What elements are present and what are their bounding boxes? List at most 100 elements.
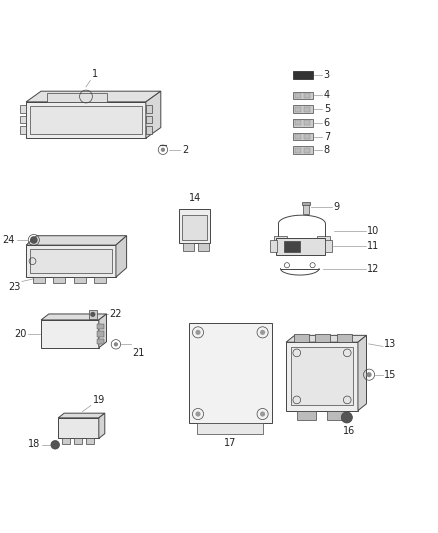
FancyBboxPatch shape	[85, 439, 94, 445]
FancyBboxPatch shape	[276, 238, 325, 255]
FancyBboxPatch shape	[184, 243, 194, 251]
Text: 7: 7	[324, 132, 330, 141]
FancyBboxPatch shape	[30, 106, 141, 134]
FancyBboxPatch shape	[97, 339, 104, 344]
Polygon shape	[26, 91, 161, 102]
FancyBboxPatch shape	[295, 120, 301, 125]
Polygon shape	[47, 93, 107, 102]
FancyBboxPatch shape	[284, 241, 300, 252]
Circle shape	[51, 441, 60, 449]
FancyBboxPatch shape	[53, 277, 65, 283]
Text: 20: 20	[14, 329, 27, 339]
Text: 14: 14	[188, 193, 201, 203]
FancyBboxPatch shape	[189, 323, 272, 423]
FancyBboxPatch shape	[325, 240, 332, 253]
Circle shape	[114, 342, 118, 346]
Polygon shape	[20, 126, 26, 134]
Polygon shape	[58, 418, 99, 439]
FancyBboxPatch shape	[295, 93, 301, 98]
Circle shape	[195, 411, 201, 417]
Text: 10: 10	[367, 227, 380, 237]
FancyBboxPatch shape	[293, 71, 313, 79]
Text: 6: 6	[324, 118, 330, 128]
FancyBboxPatch shape	[270, 240, 277, 253]
Polygon shape	[20, 116, 26, 123]
FancyBboxPatch shape	[291, 348, 353, 406]
Circle shape	[260, 330, 265, 335]
FancyBboxPatch shape	[294, 334, 309, 342]
Text: 15: 15	[385, 370, 397, 379]
Circle shape	[260, 411, 265, 417]
Text: 18: 18	[28, 439, 41, 449]
FancyBboxPatch shape	[293, 147, 313, 154]
Polygon shape	[146, 105, 152, 112]
Polygon shape	[286, 335, 367, 342]
Polygon shape	[26, 236, 127, 245]
Text: 24: 24	[3, 235, 15, 245]
Polygon shape	[99, 314, 106, 348]
FancyBboxPatch shape	[327, 410, 346, 420]
Polygon shape	[41, 314, 106, 320]
Polygon shape	[99, 413, 105, 439]
FancyBboxPatch shape	[304, 148, 310, 153]
FancyBboxPatch shape	[182, 215, 208, 240]
FancyBboxPatch shape	[293, 133, 313, 140]
FancyBboxPatch shape	[304, 134, 310, 139]
Text: 3: 3	[324, 70, 330, 80]
Text: 16: 16	[343, 426, 355, 436]
Text: 13: 13	[385, 340, 397, 349]
FancyBboxPatch shape	[62, 439, 70, 445]
Text: 21: 21	[132, 348, 145, 358]
Text: 2: 2	[182, 145, 188, 155]
FancyBboxPatch shape	[303, 205, 309, 214]
Text: 23: 23	[8, 282, 20, 292]
Polygon shape	[358, 335, 367, 410]
Circle shape	[30, 236, 38, 244]
FancyBboxPatch shape	[32, 277, 45, 283]
Text: 11: 11	[367, 241, 380, 252]
FancyBboxPatch shape	[198, 243, 209, 251]
FancyBboxPatch shape	[97, 324, 104, 329]
FancyBboxPatch shape	[197, 423, 263, 434]
FancyBboxPatch shape	[304, 107, 310, 112]
Polygon shape	[58, 413, 105, 418]
FancyBboxPatch shape	[295, 107, 301, 112]
FancyBboxPatch shape	[274, 236, 287, 241]
Polygon shape	[116, 236, 127, 277]
Text: 19: 19	[92, 394, 105, 405]
FancyBboxPatch shape	[304, 93, 310, 98]
Circle shape	[161, 148, 165, 152]
Text: 9: 9	[334, 203, 340, 213]
Polygon shape	[41, 320, 99, 348]
FancyBboxPatch shape	[304, 120, 310, 125]
Text: 1: 1	[92, 69, 99, 79]
Polygon shape	[146, 91, 161, 138]
Polygon shape	[146, 126, 152, 134]
FancyBboxPatch shape	[295, 148, 301, 153]
FancyBboxPatch shape	[88, 310, 97, 319]
Circle shape	[195, 330, 201, 335]
FancyBboxPatch shape	[74, 439, 82, 445]
Text: 22: 22	[109, 309, 122, 319]
FancyBboxPatch shape	[295, 134, 301, 139]
FancyBboxPatch shape	[74, 277, 85, 283]
FancyBboxPatch shape	[293, 106, 313, 113]
Text: 12: 12	[367, 264, 380, 273]
Circle shape	[90, 312, 95, 317]
FancyBboxPatch shape	[179, 209, 210, 243]
FancyBboxPatch shape	[317, 236, 330, 241]
Polygon shape	[26, 245, 116, 277]
FancyBboxPatch shape	[293, 119, 313, 127]
FancyBboxPatch shape	[336, 334, 352, 342]
Polygon shape	[20, 105, 26, 112]
FancyBboxPatch shape	[315, 334, 330, 342]
FancyBboxPatch shape	[94, 277, 106, 283]
Text: 4: 4	[324, 91, 330, 100]
FancyBboxPatch shape	[97, 332, 104, 337]
FancyBboxPatch shape	[30, 249, 112, 273]
FancyBboxPatch shape	[297, 410, 316, 420]
Polygon shape	[26, 102, 146, 138]
Circle shape	[367, 372, 371, 377]
FancyBboxPatch shape	[293, 92, 313, 99]
FancyBboxPatch shape	[302, 203, 311, 205]
